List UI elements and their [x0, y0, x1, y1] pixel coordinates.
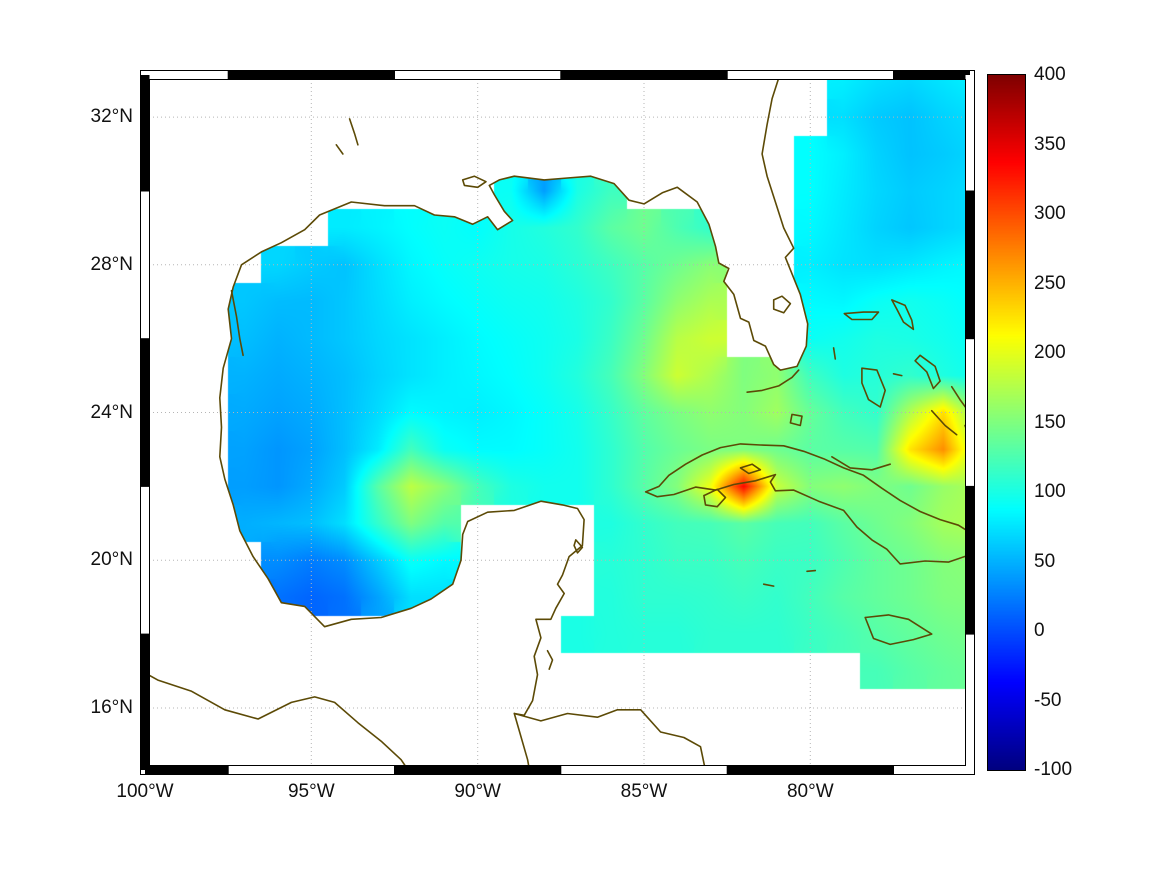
x-tick-label: 100°W [116, 781, 174, 802]
y-tick-label: 16°N [90, 696, 133, 718]
colorbar-tick-label: 200 [1034, 342, 1066, 363]
y-tick-label: 28°N [90, 253, 133, 275]
colorbar-tick-label: 100 [1034, 481, 1066, 502]
y-tick-label: 24°N [90, 401, 133, 423]
x-tick-label: 80°W [786, 781, 834, 802]
x-tick-label: 85°W [620, 781, 668, 802]
colorbar-tick-label: 0 [1034, 620, 1045, 641]
x-tick-label: 90°W [454, 781, 501, 802]
colorbar-tick-label: 50 [1034, 550, 1056, 572]
colorbar-tick-label: 150 [1034, 411, 1066, 433]
colorbar-tick-label: 250 [1034, 272, 1066, 294]
heatmap-canvas [145, 75, 970, 770]
y-tick-label: 20°N [90, 549, 133, 571]
colorbar-canvas [988, 75, 1025, 770]
colorbar-tick-label: -100 [1034, 759, 1073, 780]
colorbar-tick-label: 300 [1034, 203, 1066, 224]
colorbar-tick-label: 350 [1034, 133, 1066, 155]
y-tick-label: 32°N [90, 106, 133, 128]
x-tick-label: 95°W [287, 781, 335, 802]
colorbar-tick-label: -50 [1034, 689, 1062, 711]
colorbar-tick-label: 400 [1034, 64, 1066, 85]
